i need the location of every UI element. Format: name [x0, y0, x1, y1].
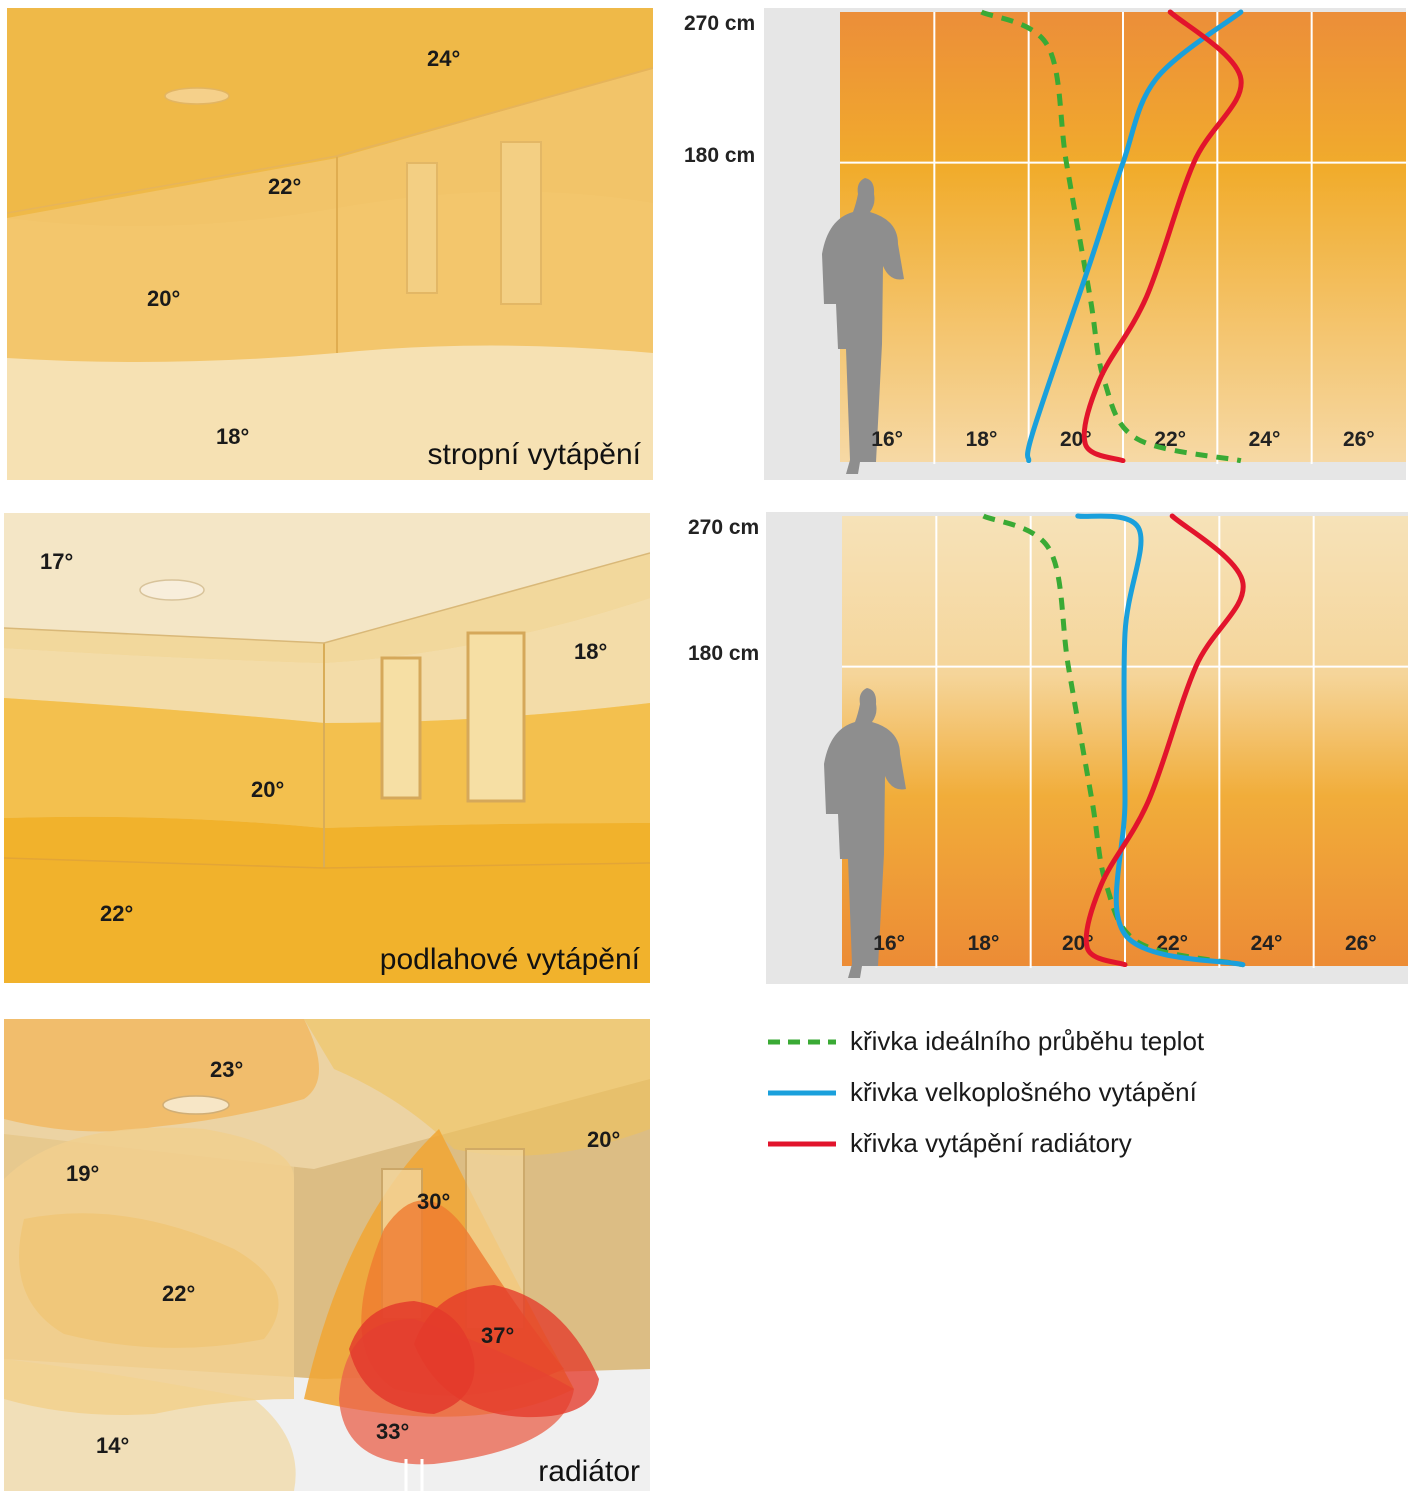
- x-tick-label: 26°: [1343, 428, 1375, 451]
- x-tick-label: 16°: [873, 932, 905, 955]
- legend-swatch-large-area: [768, 1090, 836, 1095]
- room-floor-heating: 17° 18° 20° 22° podlahové vytápění: [4, 513, 650, 983]
- x-tick-label: 18°: [966, 428, 998, 451]
- temp-label: 20°: [251, 777, 284, 802]
- temperature-profile-chart-floor: 16° 18° 20° 22° 24° 26° 270 cm 180 cm: [680, 508, 1408, 986]
- temperature-profile-svg: 16° 18° 20° 22° 24° 26° 270 cm 180 cm: [688, 512, 1408, 984]
- temp-label: 23°: [210, 1057, 243, 1082]
- room-floor-illustration: 17° 18° 20° 22°: [4, 513, 650, 983]
- curve-ideal: [980, 9, 1242, 464]
- temp-label: 22°: [162, 1281, 195, 1306]
- temp-label: 30°: [417, 1189, 450, 1214]
- temp-label: 33°: [376, 1419, 409, 1444]
- temperature-profile-svg: 16° 18° 20° 22° 24° 26° 270 cm 180 cm: [684, 8, 1406, 480]
- height-label-270: 270 cm: [684, 12, 755, 35]
- temperature-profile-chart-ceiling: 16° 18° 20° 22° 24° 26° 270 cm 180 cm: [678, 4, 1406, 482]
- temp-label: 22°: [268, 174, 301, 199]
- room-ceiling-illustration: 24° 22° 20° 18°: [7, 8, 653, 480]
- room-ceiling-heating: 24° 22° 20° 18° stropní vytápění: [7, 8, 653, 480]
- room-caption: podlahové vytápění: [379, 943, 640, 976]
- height-label-180: 180 cm: [684, 144, 755, 167]
- room-caption: stropní vytápění: [427, 438, 641, 471]
- temp-label: 37°: [481, 1323, 514, 1348]
- temp-label: 18°: [574, 639, 607, 664]
- legend-label: křivka ideálního průběhu teplot: [850, 1026, 1205, 1056]
- room-radiator-illustration: 23° 20° 19° 30° 22° 37° 33° 14°: [4, 1019, 650, 1491]
- legend-swatch-radiator: [768, 1141, 836, 1146]
- height-label-270: 270 cm: [688, 516, 759, 539]
- legend-swatch-ideal: [768, 1039, 836, 1044]
- legend-item-ideal: křivka ideálního průběhu teplot: [768, 1016, 1388, 1067]
- legend-label: křivka velkoplošného vytápění: [850, 1077, 1197, 1107]
- curve-large-area: [1025, 9, 1244, 464]
- height-label-180: 180 cm: [688, 642, 759, 665]
- temp-label: 17°: [40, 549, 73, 574]
- person-silhouette: [824, 688, 906, 978]
- x-tick-label: 22°: [1154, 428, 1186, 451]
- person-silhouette: [822, 178, 904, 474]
- temp-label: 22°: [100, 901, 133, 926]
- temp-label: 20°: [147, 286, 180, 311]
- legend-label: křivka vytápění radiátory: [850, 1128, 1132, 1158]
- x-tick-label: 24°: [1249, 428, 1281, 451]
- x-tick-label: 24°: [1251, 932, 1283, 955]
- temp-label: 24°: [427, 46, 460, 71]
- legend-item-radiator: křivka vytápění radiátory: [768, 1118, 1388, 1169]
- room-caption: radiátor: [538, 1455, 640, 1488]
- legend-item-large-area: křivka velkoplošného vytápění: [768, 1067, 1388, 1118]
- curve-radiator: [1081, 9, 1244, 464]
- temp-label: 20°: [587, 1127, 620, 1152]
- temp-label: 14°: [96, 1433, 129, 1458]
- temp-label: 19°: [66, 1161, 99, 1186]
- curve-ideal: [982, 513, 1244, 968]
- x-tick-label: 26°: [1345, 932, 1377, 955]
- x-tick-label: 22°: [1156, 932, 1188, 955]
- temp-label: 18°: [216, 424, 249, 449]
- room-radiator-heating: 23° 20° 19° 30° 22° 37° 33° 14° radiátor: [4, 1019, 650, 1491]
- x-tick-label: 18°: [968, 932, 1000, 955]
- x-tick-label: 16°: [871, 428, 903, 451]
- curve-radiator: [1083, 513, 1246, 968]
- chart-legend: křivka ideálního průběhu teplot křivka v…: [768, 1016, 1388, 1169]
- curve-large-area: [1075, 513, 1246, 968]
